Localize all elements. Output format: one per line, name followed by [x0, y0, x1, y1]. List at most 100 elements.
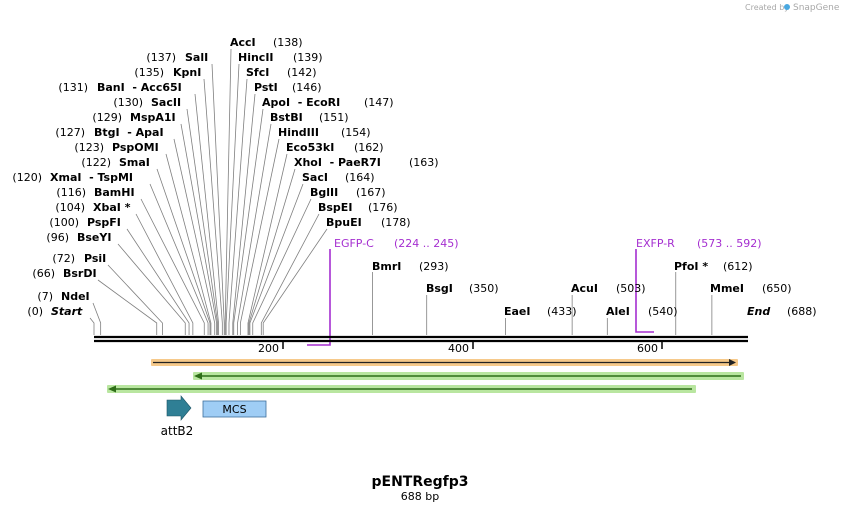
site-eaei[interactable]: EaeI (433) — [504, 305, 577, 318]
orf-reverse-green-1[interactable] — [193, 372, 744, 380]
site-psti[interactable]: PstI (146) — [254, 81, 322, 94]
leader-line-bsrdi — [97, 279, 158, 335]
site-pspomi[interactable]: (123) PspOMI — [74, 141, 158, 154]
site-name[interactable]: PstI — [254, 81, 278, 94]
site-name[interactable]: EaeI — [504, 305, 531, 318]
site-name[interactable]: XbaI * — [93, 201, 131, 214]
site-name[interactable]: PspOMI — [112, 141, 159, 154]
site-name[interactable]: BpuEI — [326, 216, 362, 229]
site-name[interactable]: AccI — [230, 36, 256, 49]
site-name[interactable]: SacII — [151, 96, 181, 109]
site-pos: (612) — [723, 260, 753, 273]
site-xbai[interactable]: (104) XbaI * — [55, 201, 130, 214]
site-hincii[interactable]: HincII (139) — [238, 51, 323, 64]
site-smai[interactable]: (122) SmaI — [81, 156, 150, 169]
site-sali[interactable]: (137) SalI — [146, 51, 208, 64]
site-name[interactable]: SfcI — [246, 66, 269, 79]
site-name[interactable]: XhoI - PaeR7I — [294, 156, 381, 169]
site-mmei[interactable]: MmeI (650) — [710, 282, 792, 295]
site-bpuei[interactable]: BpuEI (178) — [326, 216, 411, 229]
site-name[interactable]: End — [747, 305, 770, 318]
site-end[interactable]: End (688) — [747, 305, 817, 318]
site-sfci[interactable]: SfcI (142) — [246, 66, 317, 79]
site-bamhi[interactable]: (116) BamHI — [56, 186, 134, 199]
site-bstbi[interactable]: BstBI (151) — [270, 111, 349, 124]
site-acci[interactable]: AccI (138) — [230, 36, 303, 49]
leader-line-l6 — [165, 153, 212, 335]
site-name[interactable]: HindIII — [278, 126, 319, 139]
feature-mcs[interactable]: MCS — [202, 400, 267, 418]
site-apoi-ecori[interactable]: ApoI - EcoRI (147) — [262, 96, 394, 109]
site-start[interactable]: (0) Start — [27, 305, 83, 318]
attb2-label: attB2 — [161, 424, 194, 438]
site-acui[interactable]: AcuI (503) — [571, 282, 646, 295]
site-name[interactable]: PfoI * — [674, 260, 708, 273]
site-name[interactable]: NdeI — [61, 290, 90, 303]
site-xhoi-paer7i[interactable]: XhoI - PaeR7I (163) — [294, 156, 439, 169]
primer-exfp-r-name[interactable]: EXFP-R — [636, 237, 675, 250]
site-xmai-tspmi[interactable]: (120) XmaI - TspMI — [12, 171, 133, 184]
site-eco53ki[interactable]: Eco53kI (162) — [286, 141, 384, 154]
site-bseyi[interactable]: (96) BseYI — [46, 231, 111, 244]
site-bmri[interactable]: BmrI (293) — [372, 260, 449, 273]
site-bani-acc65i[interactable]: (131) BanI - Acc65I — [58, 81, 181, 94]
attb2-arrow-icon[interactable] — [166, 395, 192, 421]
site-name[interactable]: BspEI — [318, 201, 352, 214]
site-name[interactable]: MmeI — [710, 282, 744, 295]
site-name[interactable]: SmaI — [119, 156, 150, 169]
primer-egfp-c[interactable]: EGFP-C (224 .. 245) — [307, 237, 459, 346]
site-name[interactable]: BtgI - ApaI — [94, 126, 164, 139]
site-pspfi[interactable]: (100) PspFI — [49, 216, 121, 229]
site-hindiii[interactable]: HindIII (154) — [278, 126, 371, 139]
site-bsgi[interactable]: BsgI (350) — [426, 282, 499, 295]
site-bspei[interactable]: BspEI (176) — [318, 201, 398, 214]
site-saci[interactable]: SacI (164) — [302, 171, 375, 184]
orf-reverse-green-2[interactable] — [107, 385, 696, 393]
site-bglii[interactable]: BglII (167) — [310, 186, 386, 199]
site-pos: (688) — [787, 305, 817, 318]
site-name[interactable]: PspFI — [87, 216, 121, 229]
site-alei[interactable]: AleI (540) — [606, 305, 678, 318]
site-mspa1i[interactable]: (129) MspA1I — [92, 111, 175, 124]
site-name[interactable]: SacI — [302, 171, 328, 184]
site-name[interactable]: ApoI - EcoRI — [262, 96, 340, 109]
site-name[interactable]: SalI — [185, 51, 208, 64]
site-name[interactable]: AleI — [606, 305, 630, 318]
site-name[interactable]: BstBI — [270, 111, 303, 124]
site-name[interactable]: KpnI — [173, 66, 201, 79]
mcs-box[interactable] — [202, 400, 267, 418]
primer-exfp-r-arrow[interactable] — [635, 249, 654, 333]
site-name[interactable]: BsrDI — [63, 267, 97, 280]
site-name[interactable]: HincII — [238, 51, 274, 64]
site-name[interactable]: BseYI — [77, 231, 111, 244]
orf-forward-orange[interactable] — [151, 359, 738, 366]
leader-line-l10 — [135, 213, 194, 335]
site-pos: (503) — [616, 282, 646, 295]
site-name[interactable]: BglII — [310, 186, 338, 199]
site-name[interactable]: XmaI - TspMI — [50, 171, 133, 184]
site-name[interactable]: BmrI — [372, 260, 401, 273]
leader-line-l3 — [186, 108, 218, 335]
site-name[interactable]: Start — [51, 305, 83, 318]
site-name[interactable]: Eco53kI — [286, 141, 334, 154]
site-btgi-apai[interactable]: (127) BtgI - ApaI — [55, 126, 163, 139]
site-name[interactable]: BanI - Acc65I — [97, 81, 182, 94]
site-name[interactable]: PsiI — [84, 252, 106, 265]
site-pos: (163) — [409, 156, 439, 169]
site-kpni[interactable]: (135) KpnI — [134, 66, 201, 79]
feature-attb2[interactable]: attB2 — [161, 395, 194, 438]
primer-egfp-c-arrow[interactable] — [307, 249, 331, 346]
site-sacii[interactable]: (130) SacII — [113, 96, 181, 109]
site-pfoi[interactable]: PfoI * (612) — [674, 260, 753, 273]
site-name[interactable]: MspA1I — [130, 111, 176, 124]
site-ndei[interactable]: (7) NdeI — [37, 290, 89, 303]
leader-line-l5 — [173, 138, 216, 335]
site-psii[interactable]: (72) PsiI — [52, 252, 106, 265]
site-bsrdi[interactable]: (66) BsrDI — [32, 267, 96, 280]
primer-egfp-c-name[interactable]: EGFP-C — [334, 237, 374, 250]
site-pos: (139) — [293, 51, 323, 64]
site-name[interactable]: BsgI — [426, 282, 453, 295]
primer-exfp-r[interactable]: EXFP-R (573 .. 592) — [635, 237, 762, 333]
site-name[interactable]: AcuI — [571, 282, 598, 295]
site-name[interactable]: BamHI — [94, 186, 135, 199]
